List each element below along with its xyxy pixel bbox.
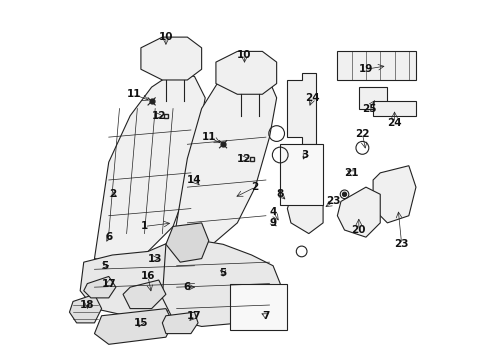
Text: 1: 1 <box>141 221 148 231</box>
Text: 2: 2 <box>251 182 258 192</box>
Text: 23: 23 <box>394 239 408 249</box>
Polygon shape <box>165 223 208 262</box>
Polygon shape <box>337 187 380 237</box>
Polygon shape <box>372 166 415 223</box>
Text: 5: 5 <box>102 261 109 271</box>
Polygon shape <box>358 87 386 109</box>
Text: 14: 14 <box>187 175 202 185</box>
Text: 16: 16 <box>141 271 155 282</box>
Text: 25: 25 <box>362 104 376 113</box>
Circle shape <box>342 192 346 197</box>
Polygon shape <box>287 187 323 234</box>
Text: 6: 6 <box>183 282 191 292</box>
Text: 23: 23 <box>326 197 340 206</box>
Polygon shape <box>280 144 323 205</box>
Text: 12: 12 <box>237 154 251 163</box>
Text: 17: 17 <box>187 311 202 321</box>
Polygon shape <box>372 102 415 116</box>
Text: 21: 21 <box>344 168 358 178</box>
Polygon shape <box>94 309 173 344</box>
Text: 22: 22 <box>354 129 369 139</box>
Text: 7: 7 <box>262 311 269 321</box>
Text: 9: 9 <box>269 218 276 228</box>
Text: 24: 24 <box>305 93 319 103</box>
Text: 15: 15 <box>133 318 148 328</box>
Text: 4: 4 <box>269 207 276 217</box>
Polygon shape <box>162 312 198 334</box>
Text: 8: 8 <box>276 189 283 199</box>
Polygon shape <box>69 294 102 323</box>
Text: 3: 3 <box>301 150 308 160</box>
Polygon shape <box>80 241 208 316</box>
Polygon shape <box>94 73 205 262</box>
Text: 10: 10 <box>158 32 173 42</box>
Text: 11: 11 <box>201 132 216 142</box>
Text: 20: 20 <box>351 225 366 235</box>
Polygon shape <box>83 276 116 298</box>
Text: 17: 17 <box>101 279 116 289</box>
Text: 5: 5 <box>219 268 226 278</box>
Polygon shape <box>123 280 165 309</box>
Polygon shape <box>216 51 276 94</box>
Polygon shape <box>141 37 201 80</box>
Text: 2: 2 <box>108 189 116 199</box>
Text: 6: 6 <box>105 232 112 242</box>
Text: 12: 12 <box>151 111 166 121</box>
Polygon shape <box>173 69 276 251</box>
Text: 19: 19 <box>358 64 372 74</box>
Text: 13: 13 <box>148 253 162 264</box>
Polygon shape <box>230 284 287 330</box>
Polygon shape <box>287 158 312 187</box>
Polygon shape <box>287 73 315 144</box>
Text: 24: 24 <box>386 118 401 128</box>
Polygon shape <box>162 241 280 327</box>
Text: 10: 10 <box>237 50 251 60</box>
Polygon shape <box>337 51 415 80</box>
Text: 11: 11 <box>126 89 141 99</box>
Text: 18: 18 <box>80 300 94 310</box>
